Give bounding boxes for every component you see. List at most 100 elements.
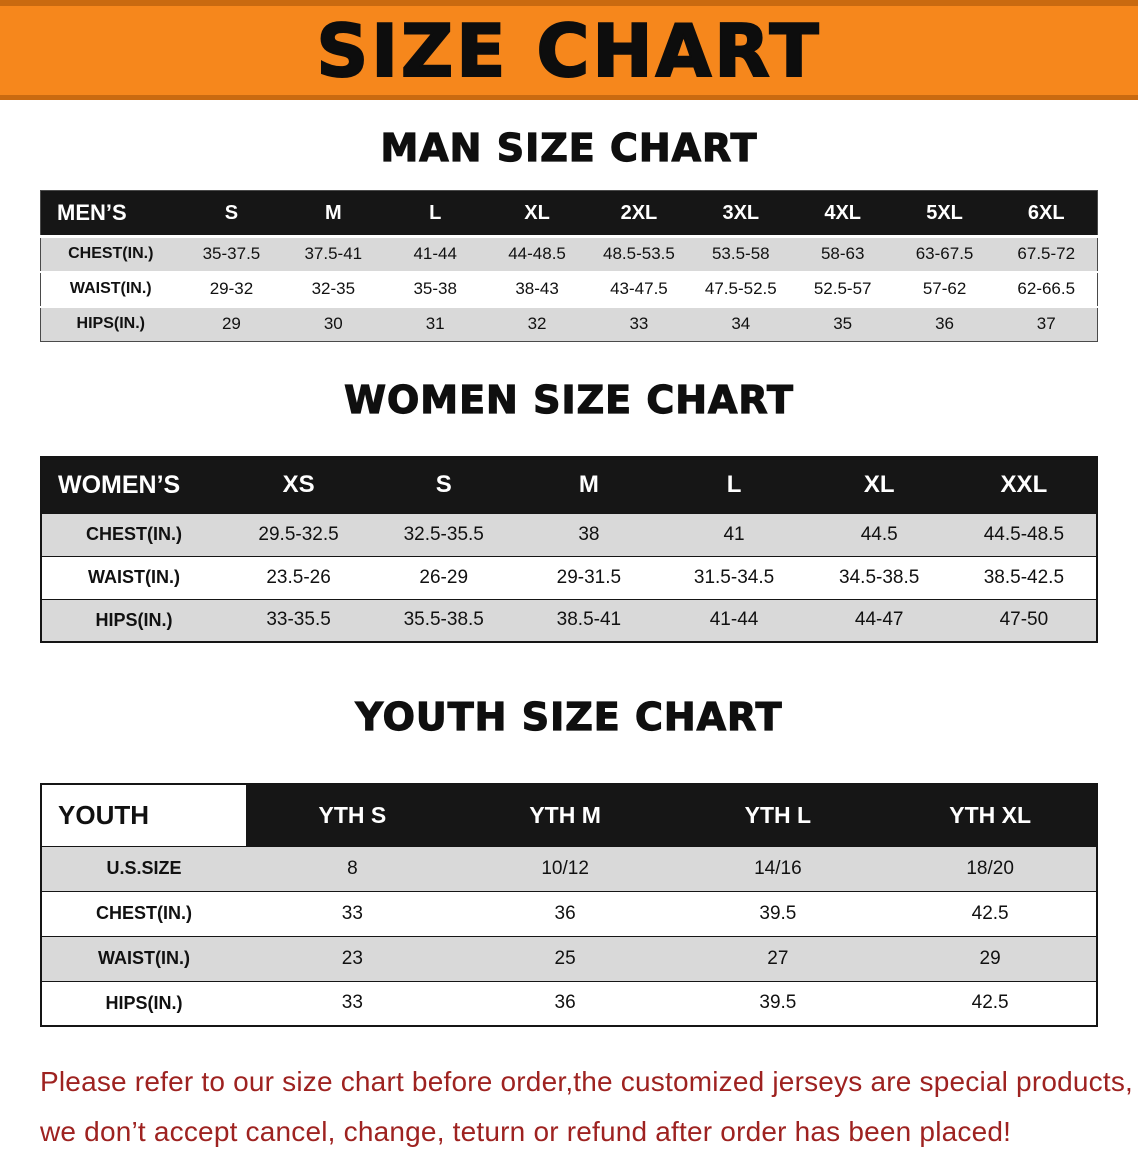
size-column-header: 2XL <box>588 190 690 238</box>
youth-section-heading: YOUTH SIZE CHART <box>355 694 783 739</box>
measurement-value: 67.5-72 <box>995 235 1098 272</box>
measurement-value: 44-47 <box>806 598 952 642</box>
measurement-value: 47.5-52.5 <box>689 270 792 307</box>
measurement-label: CHEST(IN.) <box>41 890 246 936</box>
table-corner-header: MEN’S <box>40 190 181 238</box>
measurement-value: 31 <box>384 305 487 342</box>
size-column-header: XL <box>486 190 588 238</box>
measurement-value: 39.5 <box>671 980 885 1026</box>
measurement-value: 38.5-41 <box>516 598 662 642</box>
size-column-header: XL <box>806 457 952 513</box>
measurement-label: WAIST(IN.) <box>41 555 226 599</box>
page-title: SIZE CHART <box>315 8 822 93</box>
measurement-value: 23.5-26 <box>226 555 372 599</box>
men-section-heading: MAN SIZE CHART <box>380 125 758 170</box>
measurement-value: 53.5-58 <box>689 235 792 272</box>
measurement-value: 32 <box>486 305 588 342</box>
men-size-table: MEN’S S M L XL 2XL 3XL 4XL 5XL 6XL CHEST(IN.) 35-37… <box>40 190 1098 342</box>
measurement-value: 44.5 <box>806 512 952 556</box>
size-column-header: M <box>282 190 385 238</box>
measurement-value: 41-44 <box>384 235 487 272</box>
measurement-label: WAIST(IN.) <box>41 935 246 981</box>
measurement-value: 37 <box>995 305 1098 342</box>
section-men: MAN SIZE CHART MEN’S S M L XL 2XL 3XL 4XL 5XL 6XL… <box>0 125 1138 342</box>
size-column-header: S <box>371 457 517 513</box>
measurement-value: 34.5-38.5 <box>806 555 952 599</box>
measurement-value: 36 <box>893 305 996 342</box>
notice-line-2: we don’t accept cancel, change, teturn o… <box>40 1116 1012 1147</box>
order-notice: Please refer to our size chart before or… <box>40 1057 1138 1157</box>
measurement-value: 27 <box>671 935 885 981</box>
measurement-value: 29-32 <box>180 270 283 307</box>
section-women: WOMEN SIZE CHART WOMEN’S XS S M L XL XXL CHEST(… <box>0 377 1138 643</box>
measurement-label: U.S.SIZE <box>41 845 246 891</box>
measurement-label: HIPS(IN.) <box>41 598 226 642</box>
measurement-value: 33 <box>588 305 690 342</box>
size-column-header: YTH M <box>458 784 672 846</box>
size-charts: MAN SIZE CHART MEN’S S M L XL 2XL 3XL 4XL 5XL 6XL… <box>0 125 1138 1027</box>
measurement-value: 32.5-35.5 <box>371 512 517 556</box>
table-corner-header: YOUTH <box>41 784 246 846</box>
measurement-value: 39.5 <box>671 890 885 936</box>
youth-size-table: YOUTH YTH S YTH M YTH L YTH XL U.S.SIZE 8 10/12… <box>40 783 1098 1027</box>
measurement-value: 38.5-42.5 <box>951 555 1097 599</box>
measurement-value: 23 <box>246 935 459 981</box>
size-column-header: L <box>661 457 807 513</box>
measurement-value: 29 <box>180 305 283 342</box>
measurement-value: 33 <box>246 980 459 1026</box>
size-column-header: YTH S <box>246 784 459 846</box>
notice-line-1: Please refer to our size chart before or… <box>40 1066 1134 1097</box>
measurement-value: 42.5 <box>884 980 1097 1026</box>
women-section-heading: WOMEN SIZE CHART <box>343 377 794 422</box>
measurement-value: 47-50 <box>951 598 1097 642</box>
size-column-header: YTH XL <box>884 784 1097 846</box>
size-column-header: S <box>180 190 283 238</box>
measurement-row: HIPS(IN.) 33 36 39.5 42.5 <box>41 980 1097 1026</box>
measurement-value: 31.5-34.5 <box>661 555 807 599</box>
size-column-header: 3XL <box>689 190 792 238</box>
measurement-value: 38-43 <box>486 270 588 307</box>
measurement-value: 36 <box>458 980 672 1026</box>
size-column-header: M <box>516 457 662 513</box>
measurement-value: 33-35.5 <box>226 598 372 642</box>
measurement-row: HIPS(IN.) 33-35.5 35.5-38.5 38.5-41 41-44 44-… <box>41 598 1097 642</box>
banner: SIZE CHART <box>0 0 1138 100</box>
measurement-value: 29-31.5 <box>516 555 662 599</box>
measurement-label: CHEST(IN.) <box>41 512 226 556</box>
measurement-value: 57-62 <box>893 270 996 307</box>
measurement-value: 44.5-48.5 <box>951 512 1097 556</box>
size-column-header: 6XL <box>995 190 1098 238</box>
section-youth: YOUTH SIZE CHART YOUTH YTH S YTH M YTH L YTH… <box>0 694 1138 1027</box>
size-column-header: XXL <box>951 457 1097 513</box>
size-column-header: 4XL <box>791 190 894 238</box>
measurement-value: 35-38 <box>384 270 487 307</box>
measurement-value: 18/20 <box>884 845 1097 891</box>
measurement-value: 30 <box>282 305 385 342</box>
size-header-row: WOMEN’S XS S M L XL XXL <box>41 457 1097 513</box>
measurement-value: 33 <box>246 890 459 936</box>
measurement-value: 41-44 <box>661 598 807 642</box>
measurement-value: 52.5-57 <box>791 270 894 307</box>
table-corner-header: WOMEN’S <box>41 457 226 513</box>
measurement-value: 26-29 <box>371 555 517 599</box>
measurement-value: 35.5-38.5 <box>371 598 517 642</box>
measurement-label: WAIST(IN.) <box>40 270 181 307</box>
measurement-value: 37.5-41 <box>282 235 385 272</box>
measurement-row: HIPS(IN.) 29 30 31 32 33 34 35 36 37 <box>40 305 1098 342</box>
size-column-header: 5XL <box>893 190 996 238</box>
measurement-value: 29 <box>884 935 1097 981</box>
measurement-row: CHEST(IN.) 29.5-32.5 32.5-35.5 38 41 44.5 44.5… <box>41 512 1097 556</box>
measurement-value: 10/12 <box>458 845 672 891</box>
measurement-value: 14/16 <box>671 845 885 891</box>
measurement-value: 38 <box>516 512 662 556</box>
measurement-value: 35 <box>791 305 894 342</box>
measurement-label: HIPS(IN.) <box>40 305 181 342</box>
measurement-value: 41 <box>661 512 807 556</box>
measurement-value: 36 <box>458 890 672 936</box>
size-header-row: YOUTH YTH S YTH M YTH L YTH XL <box>41 784 1097 846</box>
measurement-row: CHEST(IN.) 35-37.5 37.5-41 41-44 44-48.5 48.5… <box>40 235 1098 272</box>
measurement-value: 44-48.5 <box>486 235 588 272</box>
size-column-header: XS <box>226 457 372 513</box>
women-size-table: WOMEN’S XS S M L XL XXL CHEST(IN.) 29.5-32.5 32.5… <box>40 456 1098 643</box>
size-header-row: MEN’S S M L XL 2XL 3XL 4XL 5XL 6XL <box>40 190 1098 238</box>
